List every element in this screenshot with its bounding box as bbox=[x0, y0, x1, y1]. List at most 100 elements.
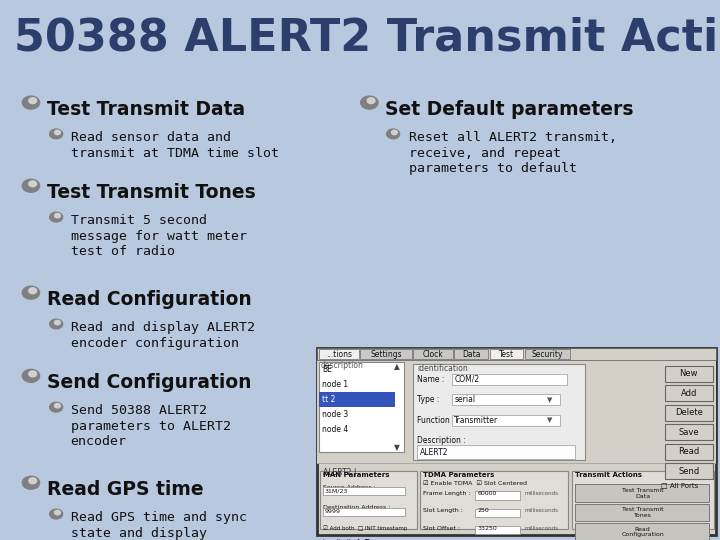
Text: Test Transmit Tones: Test Transmit Tones bbox=[47, 183, 256, 202]
FancyBboxPatch shape bbox=[454, 349, 488, 359]
Text: 9999: 9999 bbox=[325, 509, 341, 514]
Text: Frame Length :: Frame Length : bbox=[423, 491, 471, 496]
Text: ▼: ▼ bbox=[546, 417, 552, 423]
Text: Type :: Type : bbox=[417, 395, 439, 404]
Text: identification: identification bbox=[417, 364, 467, 373]
Text: Test Transmit Data: Test Transmit Data bbox=[47, 100, 245, 119]
Circle shape bbox=[50, 509, 63, 519]
FancyBboxPatch shape bbox=[320, 471, 417, 529]
Text: Reset all ALERT2 transmit,
receive, and repeat
parameters to default: Reset all ALERT2 transmit, receive, and … bbox=[409, 131, 617, 175]
Text: Name :: Name : bbox=[417, 375, 444, 384]
Circle shape bbox=[22, 179, 40, 192]
Text: Settings: Settings bbox=[370, 350, 402, 359]
Text: ...tions: ...tions bbox=[325, 350, 352, 359]
Text: Read Configuration: Read Configuration bbox=[47, 290, 251, 309]
FancyBboxPatch shape bbox=[665, 443, 713, 460]
Text: New: New bbox=[680, 369, 698, 379]
Text: Transmit 5 second
message for watt meter
test of radio: Transmit 5 second message for watt meter… bbox=[71, 214, 246, 258]
Circle shape bbox=[55, 510, 60, 515]
Circle shape bbox=[55, 320, 60, 325]
Circle shape bbox=[55, 403, 60, 408]
Text: Delete: Delete bbox=[675, 408, 703, 417]
FancyBboxPatch shape bbox=[413, 349, 453, 359]
Text: node 1: node 1 bbox=[322, 380, 348, 389]
Text: Test Transmit
Data: Test Transmit Data bbox=[622, 488, 663, 498]
Text: ▼: ▼ bbox=[546, 397, 552, 403]
FancyBboxPatch shape bbox=[319, 349, 359, 359]
Text: description: description bbox=[320, 361, 364, 370]
Text: 60000: 60000 bbox=[477, 491, 497, 496]
FancyBboxPatch shape bbox=[452, 415, 560, 426]
FancyBboxPatch shape bbox=[665, 424, 713, 440]
Text: BE: BE bbox=[322, 365, 332, 374]
Text: node 4: node 4 bbox=[322, 425, 348, 434]
Circle shape bbox=[55, 213, 60, 218]
Circle shape bbox=[22, 369, 40, 382]
Circle shape bbox=[29, 288, 37, 294]
Text: ▼: ▼ bbox=[394, 443, 400, 453]
FancyBboxPatch shape bbox=[665, 463, 713, 479]
FancyBboxPatch shape bbox=[452, 394, 560, 405]
Circle shape bbox=[22, 286, 40, 299]
Text: Description :: Description : bbox=[417, 436, 466, 446]
Text: ☑ Add both  □ INIT timestamp: ☑ Add both □ INIT timestamp bbox=[323, 525, 407, 531]
Text: node 3: node 3 bbox=[322, 410, 348, 419]
Circle shape bbox=[50, 402, 63, 412]
FancyBboxPatch shape bbox=[475, 491, 520, 500]
Text: serial: serial bbox=[454, 395, 475, 404]
FancyBboxPatch shape bbox=[665, 385, 713, 401]
Text: Transmit Actions: Transmit Actions bbox=[575, 472, 642, 478]
Text: Save: Save bbox=[678, 428, 699, 437]
Text: Set Default parameters: Set Default parameters bbox=[385, 100, 634, 119]
FancyBboxPatch shape bbox=[525, 349, 570, 359]
Text: 50388 ALERT2 Transmit Actions: 50388 ALERT2 Transmit Actions bbox=[14, 16, 720, 59]
FancyBboxPatch shape bbox=[317, 348, 716, 360]
Circle shape bbox=[392, 130, 397, 134]
Circle shape bbox=[367, 98, 375, 104]
Circle shape bbox=[55, 130, 60, 134]
FancyBboxPatch shape bbox=[360, 349, 412, 359]
Text: tt 2: tt 2 bbox=[322, 395, 336, 404]
Text: Read
Configuration: Read Configuration bbox=[621, 526, 664, 537]
FancyBboxPatch shape bbox=[323, 487, 405, 495]
Text: Add: Add bbox=[680, 389, 697, 398]
Text: Slot Offset :: Slot Offset : bbox=[423, 526, 460, 531]
Text: Read: Read bbox=[678, 447, 699, 456]
Text: COM/2: COM/2 bbox=[454, 375, 480, 384]
Text: Send: Send bbox=[678, 467, 699, 476]
Circle shape bbox=[50, 129, 63, 139]
Text: Function :: Function : bbox=[417, 416, 454, 425]
Text: □ All Ports: □ All Ports bbox=[661, 482, 698, 488]
Text: Read GPS time and sync
state and display: Read GPS time and sync state and display bbox=[71, 511, 246, 540]
FancyBboxPatch shape bbox=[317, 360, 716, 463]
FancyBboxPatch shape bbox=[413, 364, 585, 460]
Text: Source Address :: Source Address : bbox=[323, 485, 375, 490]
FancyBboxPatch shape bbox=[665, 404, 713, 421]
Text: Send 50388 ALERT2
parameters to ALERT2
encoder: Send 50388 ALERT2 parameters to ALERT2 e… bbox=[71, 404, 230, 448]
Text: Read and display ALERT2
encoder configuration: Read and display ALERT2 encoder configur… bbox=[71, 321, 255, 350]
Text: Security: Security bbox=[531, 350, 563, 359]
FancyBboxPatch shape bbox=[575, 523, 709, 540]
FancyBboxPatch shape bbox=[319, 392, 395, 407]
Text: Slot Length :: Slot Length : bbox=[423, 509, 463, 514]
Text: hop limit : 1  ▼: hop limit : 1 ▼ bbox=[323, 539, 369, 540]
Circle shape bbox=[50, 319, 63, 329]
FancyBboxPatch shape bbox=[323, 508, 405, 516]
Text: milliseconds: milliseconds bbox=[525, 491, 559, 496]
FancyBboxPatch shape bbox=[575, 504, 709, 521]
Text: ALERT2: ALERT2 bbox=[420, 448, 449, 457]
Text: 250: 250 bbox=[477, 509, 489, 514]
Text: Clock: Clock bbox=[423, 350, 444, 359]
Text: TDMA Parameters: TDMA Parameters bbox=[423, 472, 495, 478]
FancyBboxPatch shape bbox=[319, 362, 404, 452]
FancyBboxPatch shape bbox=[665, 366, 713, 382]
Text: Destination Address :: Destination Address : bbox=[323, 505, 390, 510]
Text: Transmitter: Transmitter bbox=[454, 416, 498, 425]
Text: ☑ Enable TDMA  ☑ Slot Centered: ☑ Enable TDMA ☑ Slot Centered bbox=[423, 482, 527, 487]
Circle shape bbox=[29, 98, 37, 104]
Circle shape bbox=[361, 96, 378, 109]
Text: 33250: 33250 bbox=[477, 526, 497, 531]
FancyBboxPatch shape bbox=[317, 348, 716, 535]
Circle shape bbox=[387, 129, 400, 139]
Circle shape bbox=[29, 478, 37, 484]
